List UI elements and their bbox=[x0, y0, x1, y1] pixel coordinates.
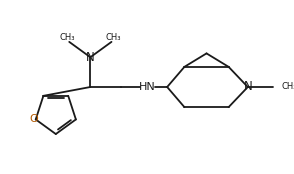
Text: CH₃: CH₃ bbox=[281, 82, 294, 92]
Text: HN: HN bbox=[139, 82, 155, 92]
Text: CH₃: CH₃ bbox=[60, 33, 75, 42]
Text: CH₃: CH₃ bbox=[106, 33, 121, 42]
Text: O: O bbox=[29, 114, 38, 124]
Text: N: N bbox=[86, 51, 95, 64]
Text: N: N bbox=[243, 81, 252, 93]
